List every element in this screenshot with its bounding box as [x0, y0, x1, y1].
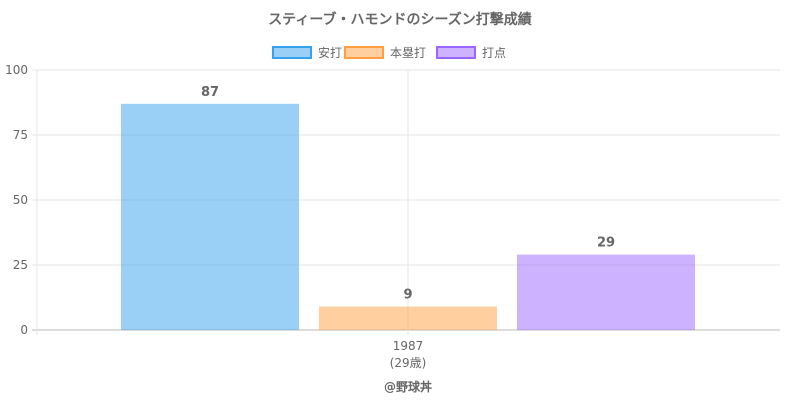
chart-title: スティーブ・ハモンドのシーズン打撃成績: [268, 11, 532, 28]
y-tick-label: 0: [20, 323, 28, 337]
x-tick-label: 1987: [393, 339, 424, 353]
y-tick-label: 75: [13, 128, 28, 142]
legend-swatch-3: [436, 46, 476, 59]
footer-credit: @野球丼: [384, 379, 432, 394]
legend-label-1: 安打: [318, 45, 342, 60]
bar-1: [121, 103, 299, 330]
y-tick-label: 25: [13, 258, 28, 272]
y-tick-label: 50: [13, 193, 28, 207]
data-label-3: 29: [597, 236, 615, 251]
data-label-1: 87: [201, 85, 219, 100]
bars: 87 9 29: [121, 85, 695, 330]
legend-swatch-2: [344, 46, 384, 59]
legend-swatch-1: [272, 46, 312, 59]
x-tick-sublabel: (29歳): [390, 356, 427, 370]
legend-label-2: 本塁打: [390, 46, 426, 60]
y-tick-label: 100: [5, 63, 28, 77]
legend-label-3: 打点: [482, 46, 506, 60]
legend: 安打 本塁打 打点: [272, 45, 506, 60]
bar-2: [319, 306, 497, 330]
data-label-2: 9: [403, 288, 412, 303]
bar-3: [517, 254, 695, 330]
